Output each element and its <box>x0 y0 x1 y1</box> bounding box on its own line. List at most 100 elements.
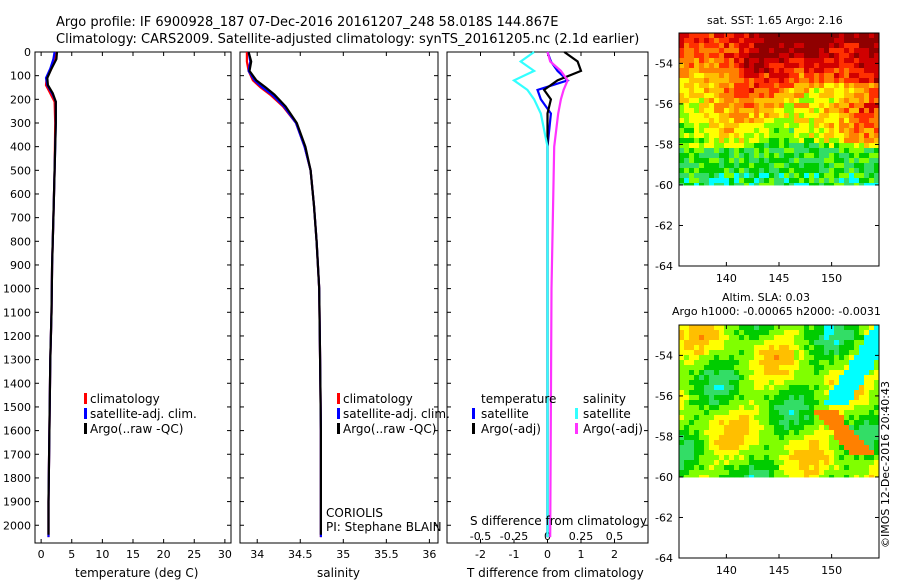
map-cell <box>759 415 765 421</box>
map-cell <box>859 78 865 84</box>
map-cell <box>699 183 705 186</box>
map-cell <box>769 335 775 341</box>
map-cell <box>759 133 765 139</box>
map-cell <box>719 375 725 381</box>
map-cell <box>769 93 775 99</box>
map-cell <box>814 445 820 451</box>
map-cell <box>864 163 870 169</box>
map-cell <box>684 73 690 79</box>
map-cell <box>699 33 705 39</box>
map-cell <box>824 340 830 346</box>
map-cell <box>694 355 700 361</box>
map-cell <box>744 138 750 144</box>
map-cell <box>799 53 805 59</box>
map-cell <box>769 365 775 371</box>
map-cell <box>734 450 740 456</box>
map-cell <box>759 138 765 144</box>
map-cell <box>734 390 740 396</box>
map-cell <box>694 460 700 466</box>
map-cell <box>864 48 870 54</box>
legend-swatch-t-satellite <box>472 408 475 419</box>
map-cell <box>869 455 875 461</box>
map-cell <box>769 133 775 139</box>
map-cell <box>864 375 870 381</box>
map-cell <box>689 123 695 129</box>
map-cell <box>724 103 730 109</box>
map-cell <box>824 375 830 381</box>
y-tick-label: -54 <box>655 57 673 70</box>
map-cell <box>799 415 805 421</box>
map-cell <box>804 128 810 134</box>
map-cell <box>774 113 780 119</box>
map-cell <box>714 450 720 456</box>
map-cell <box>824 395 830 401</box>
map-cell <box>734 48 740 54</box>
map-cell <box>759 108 765 114</box>
series-line <box>46 51 59 535</box>
map-cell <box>704 335 710 341</box>
map-cell <box>789 455 795 461</box>
map-cell <box>729 390 735 396</box>
map-cell <box>789 168 795 174</box>
map-cell <box>834 178 840 184</box>
map-cell <box>749 103 755 109</box>
map-cell <box>689 445 695 451</box>
map-cell <box>869 103 875 109</box>
map-cell <box>779 113 785 119</box>
map-cell <box>794 38 800 44</box>
map-cell <box>864 128 870 134</box>
map-cell <box>694 173 700 179</box>
map-cell <box>874 445 880 451</box>
map-cell <box>709 390 715 396</box>
map-cell <box>749 425 755 431</box>
map-cell <box>854 360 860 366</box>
map-cell <box>819 178 825 184</box>
map-cell <box>859 340 865 346</box>
map-cell <box>729 123 735 129</box>
map-cell <box>689 103 695 109</box>
map-cell <box>789 183 795 186</box>
map-cell <box>859 345 865 351</box>
map-cell <box>819 138 825 144</box>
map-cell <box>749 148 755 154</box>
map-cell <box>869 460 875 466</box>
map-cell <box>869 355 875 361</box>
map-cell <box>684 325 690 331</box>
map-cell <box>849 143 855 149</box>
map-cell <box>679 355 685 361</box>
map-cell <box>839 168 845 174</box>
map-cell <box>834 118 840 124</box>
legend-t-satellite: satellite <box>481 407 529 421</box>
map-cell <box>809 83 815 89</box>
map-cell <box>834 158 840 164</box>
map-cell <box>784 53 790 59</box>
map-cell <box>799 475 805 478</box>
map-cell <box>844 53 850 59</box>
map-cell <box>749 113 755 119</box>
map-cell <box>769 410 775 416</box>
map-cell <box>724 380 730 386</box>
map-cell <box>729 375 735 381</box>
map-cell <box>749 355 755 361</box>
map-cell <box>804 420 810 426</box>
map-cell <box>844 148 850 154</box>
map-cell <box>729 395 735 401</box>
map-cell <box>839 83 845 89</box>
map-cell <box>829 153 835 159</box>
map-cell <box>749 158 755 164</box>
map-cell <box>824 153 830 159</box>
map-cell <box>759 118 765 124</box>
map-cell <box>689 118 695 124</box>
map-cell <box>779 470 785 476</box>
map-cell <box>684 425 690 431</box>
map-cell <box>819 58 825 64</box>
y-tick-label: 1100 <box>3 306 31 319</box>
map-cell <box>759 375 765 381</box>
map-cell <box>824 48 830 54</box>
map-cell <box>729 173 735 179</box>
map-cell <box>869 390 875 396</box>
map-cell <box>824 390 830 396</box>
map-cell <box>689 350 695 356</box>
map-cell <box>829 370 835 376</box>
map-cell <box>849 43 855 49</box>
